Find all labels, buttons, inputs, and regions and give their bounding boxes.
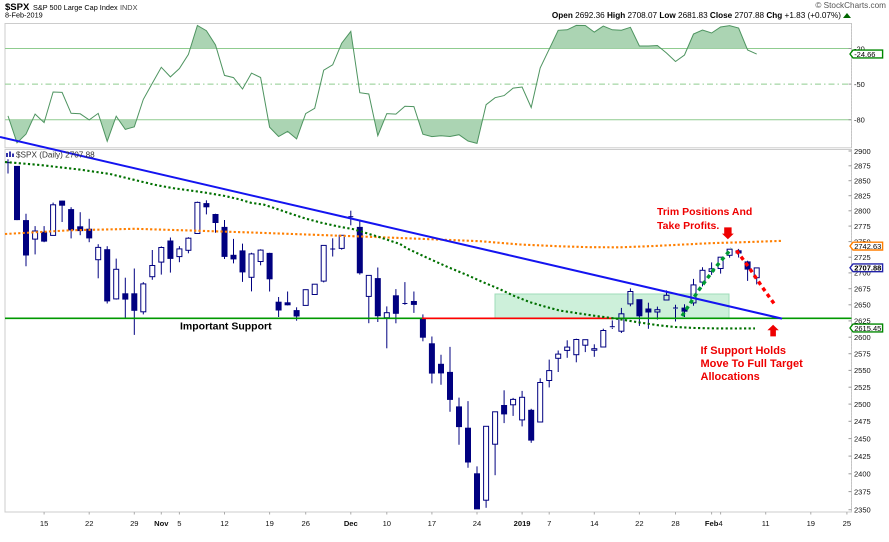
- svg-text:2800: 2800: [854, 207, 871, 216]
- svg-text:2450: 2450: [854, 434, 871, 443]
- svg-text:-24.66: -24.66: [854, 50, 875, 59]
- svg-text:Dec: Dec: [344, 519, 358, 528]
- svg-text:26: 26: [301, 519, 309, 528]
- svg-text:If Support Holds: If Support Holds: [701, 345, 787, 357]
- svg-text:Open 2692.36 High 2708.07 Low: Open 2692.36 High 2708.07 Low 2681.83 Cl…: [552, 11, 841, 20]
- svg-text:22: 22: [635, 519, 643, 528]
- svg-text:© StockCharts.com: © StockCharts.com: [815, 1, 886, 10]
- svg-text:2400: 2400: [854, 470, 871, 479]
- svg-text:12: 12: [220, 519, 228, 528]
- svg-text:2742.63: 2742.63: [854, 242, 881, 251]
- svg-text:$SPX (Daily) 2707.88: $SPX (Daily) 2707.88: [16, 151, 95, 160]
- svg-text:Important Support: Important Support: [180, 321, 272, 333]
- svg-text:2550: 2550: [854, 366, 871, 375]
- svg-text:19: 19: [265, 519, 273, 528]
- svg-text:-80: -80: [854, 116, 865, 125]
- svg-text:Trim Positions And: Trim Positions And: [657, 206, 752, 218]
- svg-text:Move To Full Target: Move To Full Target: [701, 358, 804, 370]
- svg-text:Nov: Nov: [154, 519, 169, 528]
- svg-text:8-Feb-2019: 8-Feb-2019: [5, 11, 43, 20]
- svg-text:Take Profits.: Take Profits.: [657, 220, 719, 232]
- svg-text:28: 28: [671, 519, 679, 528]
- svg-text:2500: 2500: [854, 400, 871, 409]
- svg-text:2775: 2775: [854, 222, 871, 231]
- svg-text:4: 4: [718, 519, 722, 528]
- svg-text:2375: 2375: [854, 487, 871, 496]
- svg-text:22: 22: [85, 519, 93, 528]
- svg-text:2350: 2350: [854, 506, 871, 515]
- svg-text:2425: 2425: [854, 452, 871, 461]
- svg-text:2019: 2019: [514, 519, 531, 528]
- svg-text:INDX: INDX: [120, 3, 138, 12]
- svg-text:2525: 2525: [854, 383, 871, 392]
- svg-text:14: 14: [590, 519, 598, 528]
- svg-text:S&P 500 Large Cap Index: S&P 500 Large Cap Index: [33, 3, 118, 12]
- svg-text:17: 17: [428, 519, 436, 528]
- svg-text:19: 19: [807, 519, 815, 528]
- svg-text:2900: 2900: [854, 147, 871, 156]
- svg-text:25: 25: [843, 519, 851, 528]
- svg-text:2850: 2850: [854, 177, 871, 186]
- svg-text:2575: 2575: [854, 350, 871, 359]
- svg-text:11: 11: [762, 519, 770, 528]
- svg-text:2615.45: 2615.45: [854, 324, 881, 333]
- svg-text:2725: 2725: [854, 253, 871, 262]
- svg-text:2600: 2600: [854, 333, 871, 342]
- svg-text:15: 15: [40, 519, 48, 528]
- svg-text:29: 29: [130, 519, 138, 528]
- svg-text:2875: 2875: [854, 162, 871, 171]
- svg-text:7: 7: [547, 519, 551, 528]
- svg-text:5: 5: [177, 519, 181, 528]
- svg-text:10: 10: [383, 519, 391, 528]
- svg-text:24: 24: [473, 519, 481, 528]
- svg-text:2825: 2825: [854, 192, 871, 201]
- svg-text:Allocations: Allocations: [701, 371, 760, 383]
- svg-text:2675: 2675: [854, 285, 871, 294]
- svg-text:Feb: Feb: [705, 519, 719, 528]
- svg-text:2475: 2475: [854, 417, 871, 426]
- svg-text:2707.88: 2707.88: [854, 264, 881, 273]
- svg-text:2650: 2650: [854, 301, 871, 310]
- svg-text:-50: -50: [854, 80, 865, 89]
